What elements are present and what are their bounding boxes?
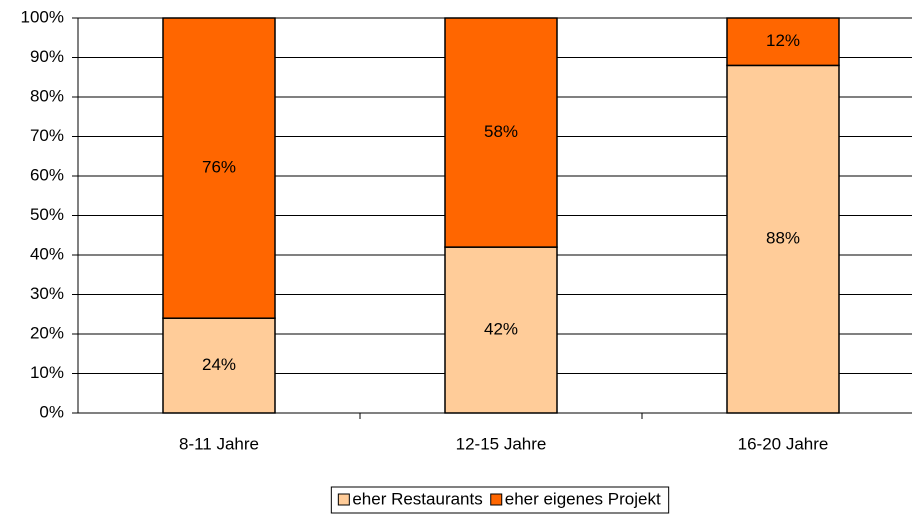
data-label: 12% — [766, 31, 800, 50]
y-tick-label: 10% — [30, 363, 64, 382]
y-tick-label: 0% — [39, 402, 64, 421]
x-tick-label: 16-20 Jahre — [738, 434, 829, 453]
data-label: 24% — [202, 355, 236, 374]
bar-segment — [162, 17, 276, 319]
bar-segment — [444, 246, 558, 414]
y-tick-label: 30% — [30, 284, 64, 303]
y-tick-label: 20% — [30, 323, 64, 342]
legend: eher Restaurants eher eigenes Projekt — [330, 486, 670, 514]
legend-label: eher Restaurants — [352, 489, 482, 508]
y-tick-label: 60% — [30, 165, 64, 184]
bar-segment — [162, 317, 276, 414]
legend-swatch — [337, 493, 350, 506]
y-tick-label: 40% — [30, 244, 64, 263]
data-label: 88% — [766, 229, 800, 248]
legend-swatch — [490, 493, 503, 506]
data-label: 42% — [484, 320, 518, 339]
legend-label: eher eigenes Projekt — [505, 489, 661, 508]
bar-segment — [726, 64, 840, 414]
data-label: 58% — [484, 122, 518, 141]
data-label: 76% — [202, 158, 236, 177]
x-tick-label: 8-11 Jahre — [179, 434, 259, 453]
y-tick-label: 50% — [30, 205, 64, 224]
bar-segment — [444, 17, 558, 248]
y-tick-label: 90% — [30, 47, 64, 66]
y-tick-label: 100% — [21, 7, 64, 26]
y-tick-label: 70% — [30, 126, 64, 145]
bar-segment — [726, 17, 840, 67]
x-tick-label: 12-15 Jahre — [456, 434, 547, 453]
y-tick-label: 80% — [30, 86, 64, 105]
